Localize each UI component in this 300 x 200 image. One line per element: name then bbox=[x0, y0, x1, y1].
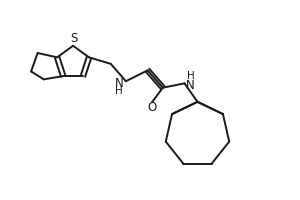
Text: H: H bbox=[115, 86, 123, 96]
Text: H: H bbox=[187, 71, 194, 81]
Text: N: N bbox=[186, 79, 195, 92]
Text: N: N bbox=[115, 77, 123, 90]
Text: O: O bbox=[147, 101, 157, 114]
Text: S: S bbox=[70, 32, 78, 45]
